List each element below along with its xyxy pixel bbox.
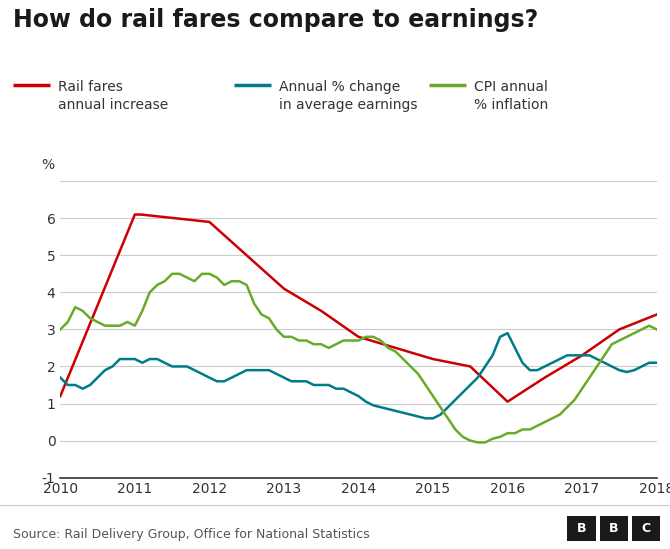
FancyBboxPatch shape xyxy=(600,516,628,541)
Text: B: B xyxy=(577,522,586,535)
Text: How do rail fares compare to earnings?: How do rail fares compare to earnings? xyxy=(13,8,539,32)
Text: %: % xyxy=(42,158,54,172)
Text: Rail fares
annual increase: Rail fares annual increase xyxy=(58,80,169,112)
Text: CPI annual
% inflation: CPI annual % inflation xyxy=(474,80,548,112)
Text: C: C xyxy=(642,522,651,535)
FancyBboxPatch shape xyxy=(632,516,661,541)
Text: Annual % change
in average earnings: Annual % change in average earnings xyxy=(279,80,418,112)
FancyBboxPatch shape xyxy=(567,516,596,541)
Text: Source: Rail Delivery Group, Office for National Statistics: Source: Rail Delivery Group, Office for … xyxy=(13,528,370,541)
Text: B: B xyxy=(609,522,618,535)
